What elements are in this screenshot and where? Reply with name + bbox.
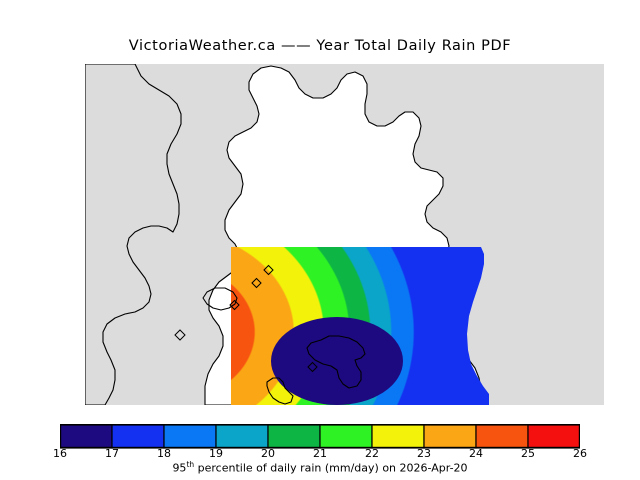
- station-markers: [174, 264, 318, 373]
- colorbar: [60, 424, 580, 450]
- station-marker: [263, 264, 274, 276]
- station-marker: [174, 329, 186, 341]
- colorbar-swatch: [163, 424, 217, 449]
- station-marker: [307, 361, 318, 373]
- colorbar-caption: 95th percentile of daily rain (mm/day) o…: [0, 460, 640, 475]
- colorbar-swatch: [60, 424, 113, 449]
- colorbar-tick: 16: [53, 447, 67, 460]
- colorbar-border: [60, 424, 580, 449]
- colorbar-tick: 22: [365, 447, 379, 460]
- colorbar-tick: 19: [209, 447, 223, 460]
- colorbar-swatches: [60, 424, 580, 449]
- rain-contour-field: [231, 247, 489, 405]
- colorbar-tick: 20: [261, 447, 275, 460]
- colorbar-tick: 17: [105, 447, 119, 460]
- colorbar-swatch: [371, 424, 425, 449]
- navy-minimum-blob: [271, 317, 403, 405]
- colorbar-tick: 25: [521, 447, 535, 460]
- caption-superscript: th: [186, 460, 195, 469]
- colorbar-swatch: [475, 424, 529, 449]
- station-marker: [251, 277, 262, 289]
- inner-coastlines: [202, 287, 366, 405]
- colorbar-swatch: [319, 424, 373, 449]
- colorbar-swatch: [215, 424, 269, 449]
- colorbar-swatch: [111, 424, 165, 449]
- colorbar-tick: 26: [573, 447, 587, 460]
- caption-rest: percentile of daily rain (mm/day) on 202…: [194, 461, 468, 475]
- map-panel: [85, 64, 604, 405]
- colorbar-tick: 24: [469, 447, 483, 460]
- page-title: VictoriaWeather.ca —— Year Total Daily R…: [128, 38, 512, 54]
- west-land: [85, 64, 182, 405]
- colorbar-tick: 21: [313, 447, 327, 460]
- colorbar-swatch: [527, 424, 580, 449]
- colorbar-swatch: [423, 424, 477, 449]
- colorbar-svg: [60, 424, 580, 449]
- station-marker: [229, 299, 240, 311]
- caption-prefix: 95: [172, 461, 187, 475]
- colorbar-swatch: [267, 424, 321, 449]
- colorbar-tick: 23: [417, 447, 431, 460]
- map-svg: [85, 64, 604, 405]
- colorbar-tick-labels: 16 17 18 19 20 21 22 23 24 25 26: [0, 447, 640, 461]
- colorbar-tick: 18: [157, 447, 171, 460]
